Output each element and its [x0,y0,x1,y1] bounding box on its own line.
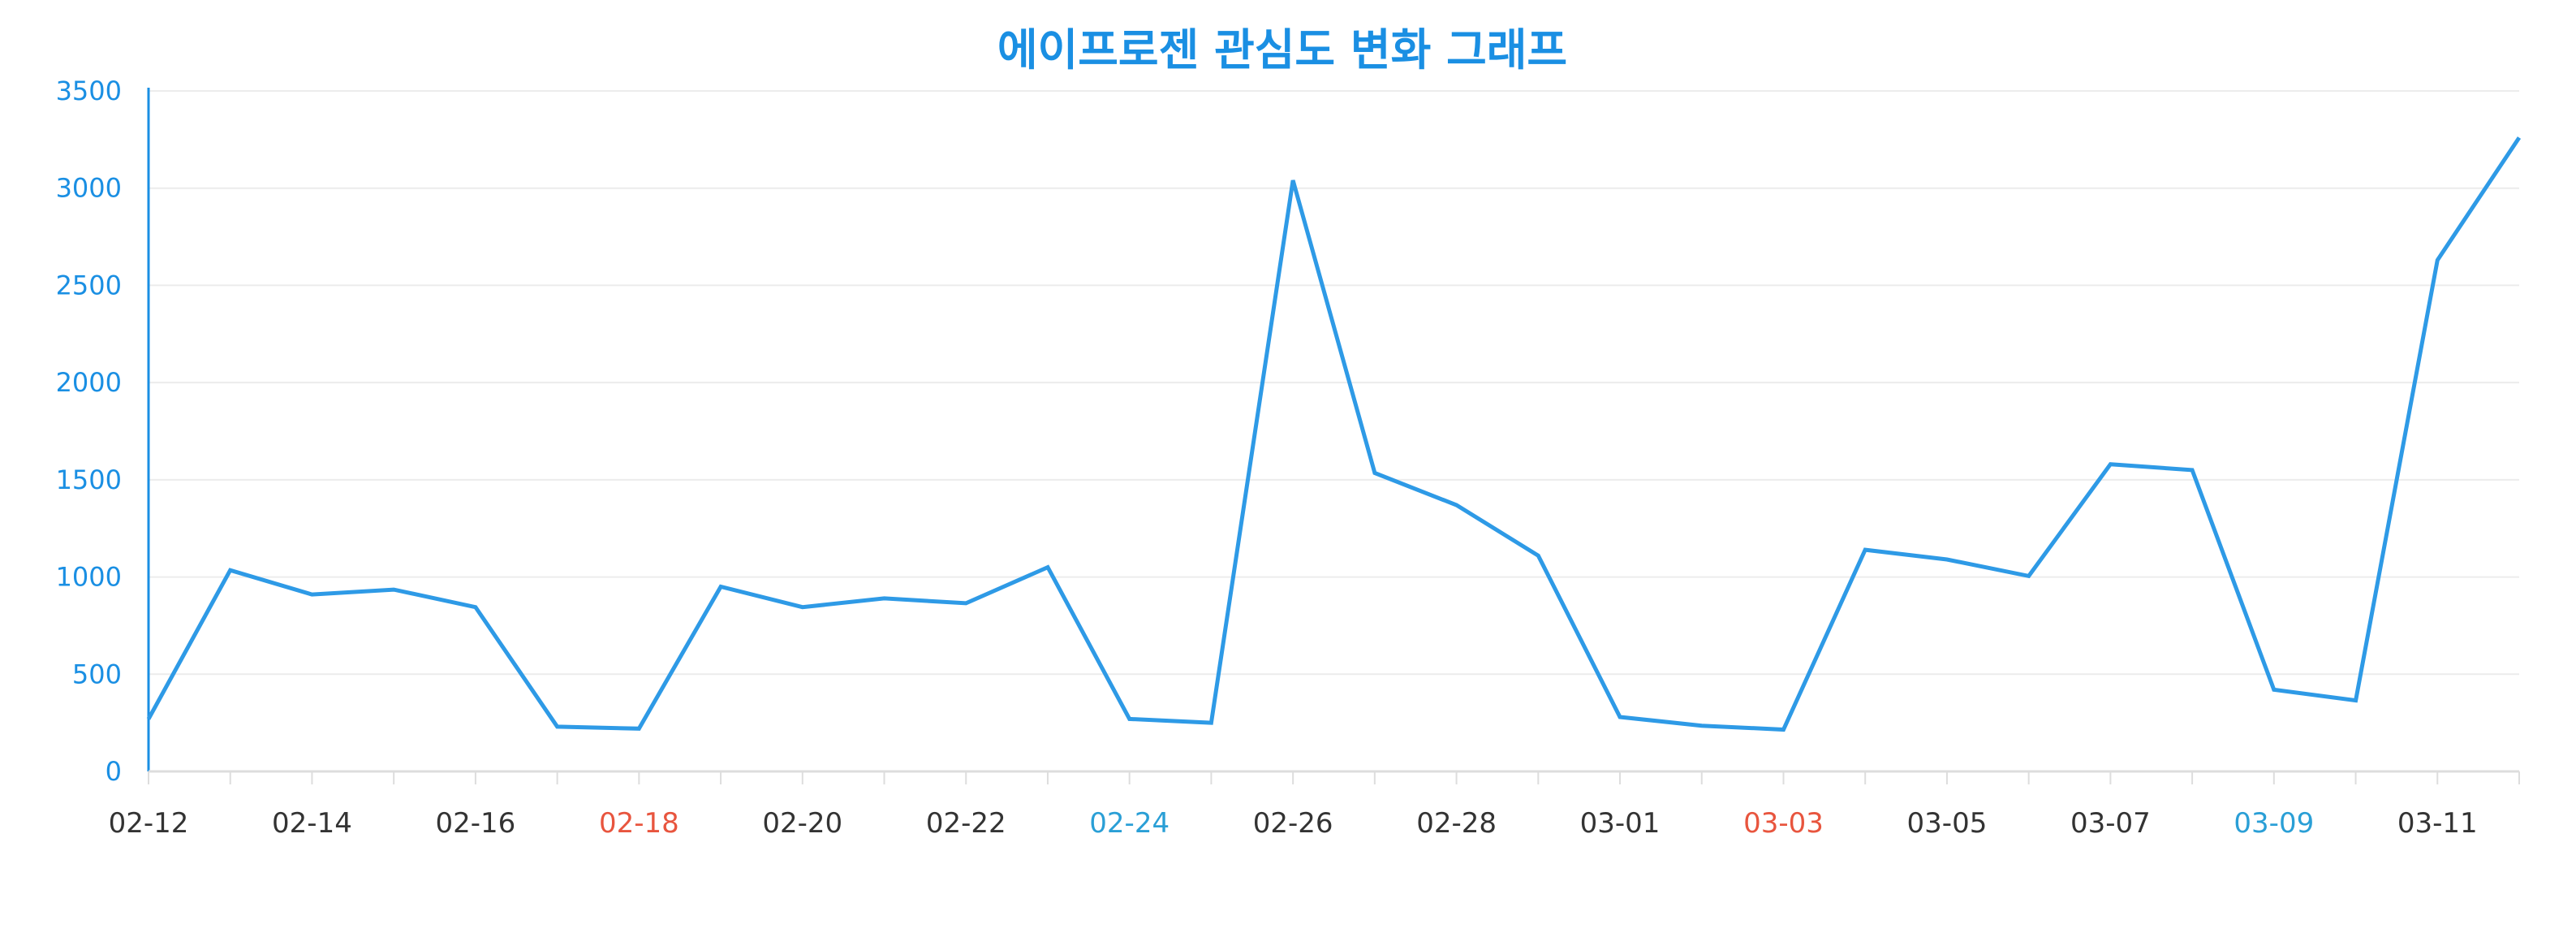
y-tick-label: 500 [72,659,122,689]
x-tick-label: 02-16 [435,807,515,840]
y-tick-label: 2000 [56,367,122,398]
x-tick-label: 03-03 [1743,807,1824,840]
axes [147,88,2519,773]
chart-title: 에이프로젠 관심도 변화 그래프 [997,24,1567,76]
x-tick-label: 03-11 [2397,807,2478,840]
x-tick-label: 02-24 [1089,807,1170,840]
x-tick-label: 03-05 [1907,807,1988,840]
y-tick-label: 3500 [56,76,122,106]
x-tick-label: 02-22 [926,807,1006,840]
x-tick-label: 02-14 [272,807,352,840]
series-line-0 [146,136,2522,732]
x-tick-label: 03-07 [2070,807,2151,840]
x-tick-label: 02-18 [599,807,679,840]
y-tick-label: 3000 [56,173,122,204]
x-tick-label: 03-01 [1580,807,1661,840]
y-tick-label: 2500 [56,270,122,300]
y-tick-label: 1000 [56,562,122,593]
x-tick-label: 02-12 [109,807,189,840]
y-tick-label: 0 [106,756,122,787]
grid-lines [149,90,2519,676]
x-tick-label: 02-26 [1253,807,1333,840]
x-tick-label: 03-09 [2234,807,2314,840]
y-tick-label: 1500 [56,464,122,495]
y-axis-ticks: 0 500 1000 1500 2000 2500 3000 3500 [56,76,122,787]
x-tick-label: 02-28 [1416,807,1497,840]
series-layer [146,136,2522,732]
x-tick-label: 02-20 [762,807,842,840]
x-axis-ticks: 02-12 02-14 02-16 02-18 02-20 02-22 02-24 02-26… [109,771,2520,840]
